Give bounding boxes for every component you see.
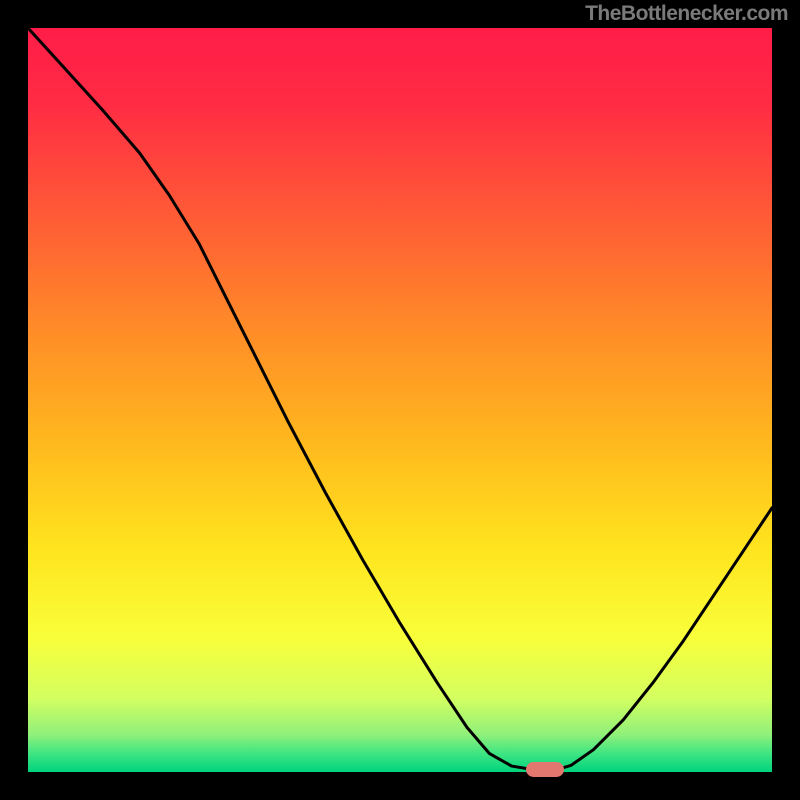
sweet-spot-marker: [526, 762, 565, 777]
plot-area: [28, 28, 772, 772]
bottleneck-curve: [28, 28, 772, 772]
chart-frame: TheBottlenecker.com: [0, 0, 800, 800]
watermark-text: TheBottlenecker.com: [585, 2, 788, 26]
